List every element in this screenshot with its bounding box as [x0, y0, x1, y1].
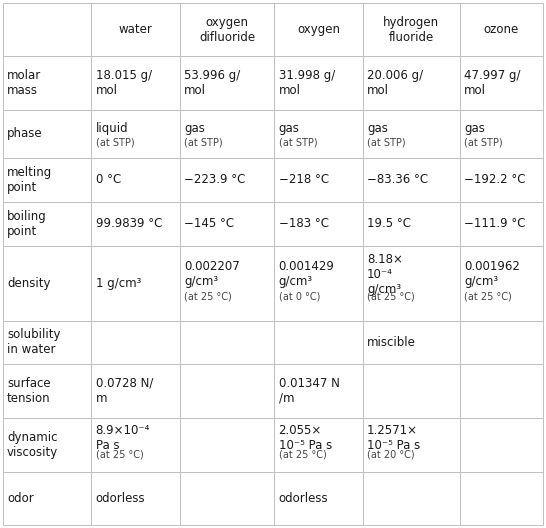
Text: 1.2571×
10⁻⁵ Pa s: 1.2571× 10⁻⁵ Pa s [367, 424, 420, 452]
Text: 8.18×
10⁻⁴
g/cm³: 8.18× 10⁻⁴ g/cm³ [367, 253, 403, 296]
Text: gas: gas [464, 122, 485, 135]
Text: (at STP): (at STP) [278, 137, 317, 147]
Text: odor: odor [7, 492, 34, 505]
Text: gas: gas [184, 122, 205, 135]
Text: miscible: miscible [367, 336, 416, 349]
Text: liquid: liquid [96, 122, 128, 135]
Text: surface
tension: surface tension [7, 377, 51, 405]
Text: 31.998 g/
mol: 31.998 g/ mol [278, 69, 335, 97]
Text: phase: phase [7, 127, 43, 140]
Text: (at 25 °C): (at 25 °C) [367, 292, 415, 302]
Text: melting
point: melting point [7, 166, 52, 194]
Text: 53.996 g/
mol: 53.996 g/ mol [184, 69, 240, 97]
Text: odorless: odorless [278, 492, 328, 505]
Text: solubility
in water: solubility in water [7, 328, 61, 356]
Text: −218 °C: −218 °C [278, 173, 329, 186]
Text: oxygen
difluoride: oxygen difluoride [199, 15, 255, 44]
Text: 0.001429
g/cm³: 0.001429 g/cm³ [278, 260, 335, 288]
Text: dynamic
viscosity: dynamic viscosity [7, 431, 58, 459]
Text: density: density [7, 277, 51, 290]
Text: 8.9×10⁻⁴
Pa s: 8.9×10⁻⁴ Pa s [96, 424, 150, 452]
Text: (at 25 °C): (at 25 °C) [278, 449, 327, 459]
Text: (at STP): (at STP) [96, 137, 134, 147]
Text: 19.5 °C: 19.5 °C [367, 218, 411, 230]
Text: 18.015 g/
mol: 18.015 g/ mol [96, 69, 152, 97]
Text: −192.2 °C: −192.2 °C [464, 173, 525, 186]
Text: 0.01347 N
/m: 0.01347 N /m [278, 377, 340, 405]
Text: 20.006 g/
mol: 20.006 g/ mol [367, 69, 423, 97]
Text: water: water [118, 23, 152, 36]
Text: (at 20 °C): (at 20 °C) [367, 449, 414, 459]
Text: 0.002207
g/cm³: 0.002207 g/cm³ [184, 260, 240, 288]
Text: −183 °C: −183 °C [278, 218, 329, 230]
Text: ozone: ozone [484, 23, 519, 36]
Text: 0.001962
g/cm³: 0.001962 g/cm³ [464, 260, 520, 288]
Text: 0.0728 N/
m: 0.0728 N/ m [96, 377, 153, 405]
Text: (at STP): (at STP) [464, 137, 502, 147]
Text: −83.36 °C: −83.36 °C [367, 173, 428, 186]
Text: 2.055×
10⁻⁵ Pa s: 2.055× 10⁻⁵ Pa s [278, 424, 332, 452]
Text: 99.9839 °C: 99.9839 °C [96, 218, 162, 230]
Text: hydrogen
fluoride: hydrogen fluoride [383, 15, 439, 44]
Text: (at 25 °C): (at 25 °C) [96, 449, 144, 459]
Text: 1 g/cm³: 1 g/cm³ [96, 277, 141, 290]
Text: −145 °C: −145 °C [184, 218, 234, 230]
Text: (at 0 °C): (at 0 °C) [278, 292, 320, 302]
Text: (at 25 °C): (at 25 °C) [464, 292, 512, 302]
Text: −223.9 °C: −223.9 °C [184, 173, 246, 186]
Text: 47.997 g/
mol: 47.997 g/ mol [464, 69, 520, 97]
Text: gas: gas [278, 122, 299, 135]
Text: (at 25 °C): (at 25 °C) [184, 292, 232, 302]
Text: (at STP): (at STP) [367, 137, 406, 147]
Text: 0 °C: 0 °C [96, 173, 121, 186]
Text: oxygen: oxygen [297, 23, 340, 36]
Text: odorless: odorless [96, 492, 145, 505]
Text: gas: gas [367, 122, 388, 135]
Text: −111.9 °C: −111.9 °C [464, 218, 525, 230]
Text: boiling
point: boiling point [7, 210, 47, 238]
Text: molar
mass: molar mass [7, 69, 41, 97]
Text: (at STP): (at STP) [184, 137, 223, 147]
